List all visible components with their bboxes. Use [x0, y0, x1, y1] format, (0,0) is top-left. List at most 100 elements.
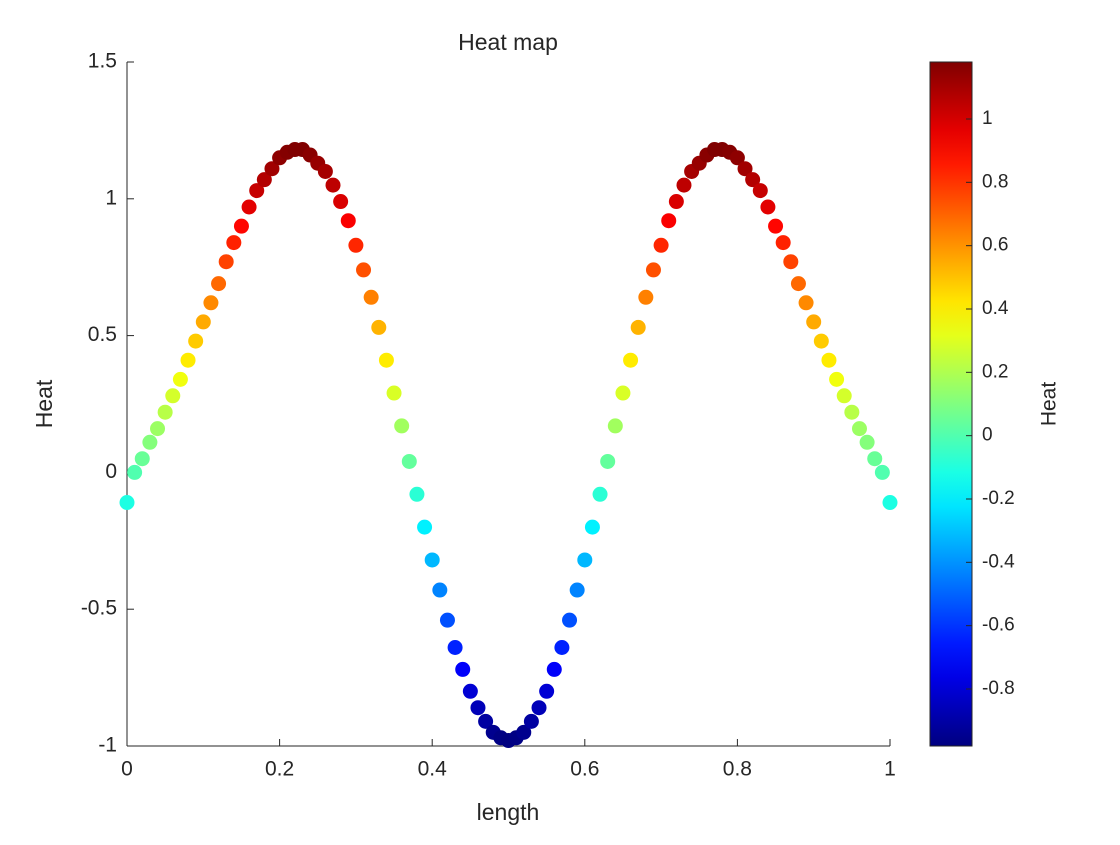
point	[363, 289, 379, 305]
point	[783, 254, 799, 270]
point	[317, 163, 333, 179]
point	[523, 713, 539, 729]
point	[401, 453, 417, 469]
point	[211, 276, 227, 292]
point	[325, 177, 341, 193]
y-tick-label: 0.5	[88, 323, 117, 346]
point	[462, 683, 478, 699]
point	[554, 640, 570, 656]
point	[531, 700, 547, 716]
point	[333, 194, 349, 210]
point	[813, 333, 829, 349]
y-tick-label: 0	[105, 460, 117, 483]
point	[745, 172, 761, 188]
colorbar-tick-label: 0	[982, 425, 993, 446]
point	[157, 404, 173, 420]
point	[806, 314, 822, 330]
point	[539, 683, 555, 699]
y-tick-label: -1	[98, 734, 117, 757]
y-tick-label: 1.5	[88, 50, 117, 73]
point	[394, 418, 410, 434]
point	[226, 235, 242, 251]
point	[623, 352, 639, 368]
colorbar	[929, 61, 973, 747]
point	[256, 172, 272, 188]
point	[417, 519, 433, 535]
point	[134, 451, 150, 467]
point	[180, 352, 196, 368]
x-tick-label: 0.8	[723, 758, 752, 781]
colorbar-label: Heat	[1038, 382, 1061, 427]
point	[600, 453, 616, 469]
point	[668, 194, 684, 210]
point	[859, 434, 875, 450]
point	[638, 289, 654, 305]
point	[127, 464, 143, 480]
point	[577, 552, 593, 568]
point	[661, 213, 677, 229]
point	[371, 319, 387, 335]
point	[150, 421, 166, 437]
point	[592, 486, 608, 502]
y-tick-label: -0.5	[81, 597, 117, 620]
point	[195, 314, 211, 330]
point	[378, 352, 394, 368]
point	[478, 713, 494, 729]
point	[630, 319, 646, 335]
point	[447, 640, 463, 656]
point	[653, 237, 669, 253]
point	[356, 262, 372, 278]
point	[172, 371, 188, 387]
point	[615, 385, 631, 401]
point	[233, 218, 249, 234]
point	[386, 385, 402, 401]
point	[348, 237, 364, 253]
point	[821, 352, 837, 368]
colorbar-tick-label: 1	[982, 108, 993, 129]
point	[241, 199, 257, 215]
point	[249, 183, 265, 199]
point	[760, 199, 776, 215]
point	[264, 161, 280, 177]
point	[829, 371, 845, 387]
point	[432, 582, 448, 598]
point	[676, 177, 692, 193]
point	[142, 434, 158, 450]
x-tick-label: 0.4	[418, 758, 448, 781]
point	[882, 494, 898, 510]
point	[836, 388, 852, 404]
point	[867, 451, 883, 467]
point	[607, 418, 623, 434]
point	[729, 150, 745, 166]
point	[470, 700, 486, 716]
point	[455, 661, 471, 677]
point	[165, 388, 181, 404]
colorbar-tick-label: -0.4	[982, 551, 1015, 572]
point	[737, 161, 753, 177]
chart-title: Heat map	[458, 29, 558, 55]
point	[798, 295, 814, 311]
colorbar-tick-label: 0.6	[982, 235, 1008, 256]
colorbar-tick-label: 0.2	[982, 361, 1008, 382]
point	[409, 486, 425, 502]
point	[340, 213, 356, 229]
point	[851, 421, 867, 437]
point	[645, 262, 661, 278]
x-tick-label: 0.6	[570, 758, 599, 781]
x-tick-label: 0	[121, 758, 133, 781]
colorbar-tick-label: -0.2	[982, 488, 1015, 509]
y-axis-label: Heat	[31, 379, 57, 428]
colorbar-tick-label: 0.4	[982, 298, 1009, 319]
point	[439, 612, 455, 628]
point	[119, 494, 135, 510]
point	[546, 661, 562, 677]
colorbar-tick-label: 0.8	[982, 171, 1008, 192]
point	[874, 464, 890, 480]
point	[790, 276, 806, 292]
point	[584, 519, 600, 535]
point	[188, 333, 204, 349]
point	[768, 218, 784, 234]
point	[569, 582, 585, 598]
point	[844, 404, 860, 420]
